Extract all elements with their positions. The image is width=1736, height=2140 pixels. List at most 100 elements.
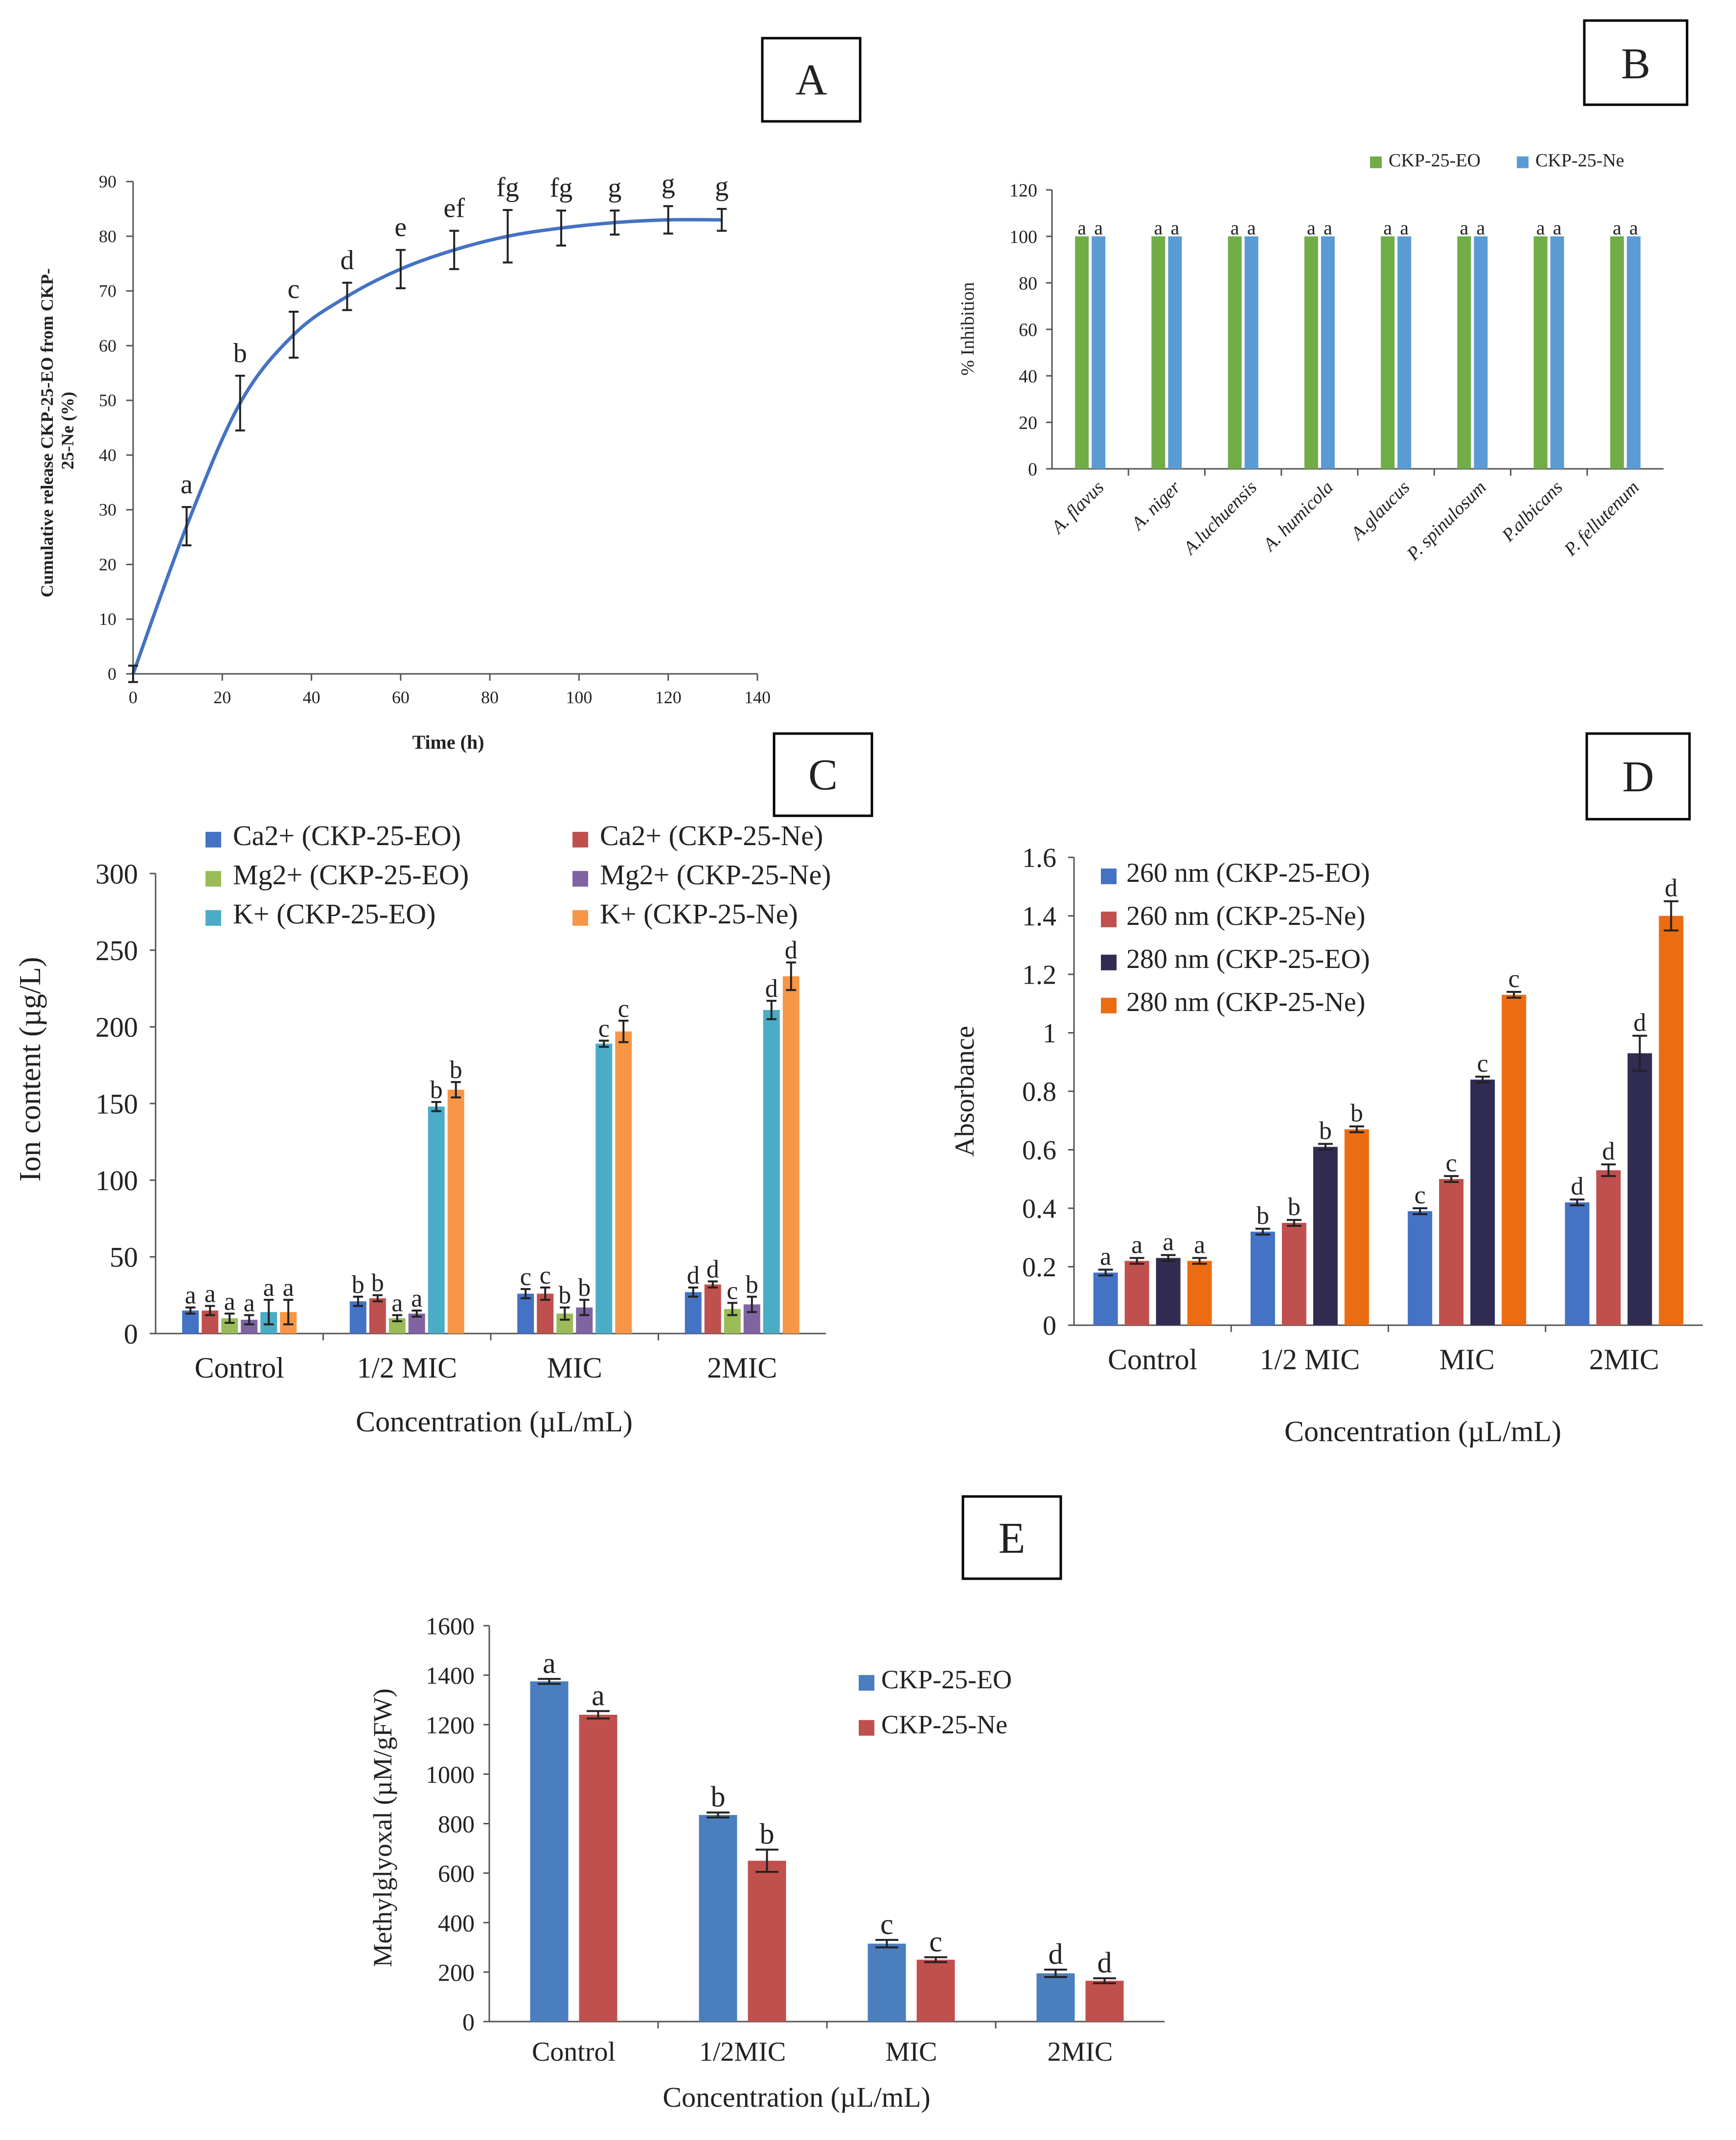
panel-e-significance-letter: c — [880, 1908, 893, 1940]
panel-d-bar — [1313, 1147, 1338, 1325]
panel-d-bar — [1093, 1272, 1118, 1325]
panel-a-y-tick-label: 90 — [99, 172, 116, 191]
panel-b-y-tick-label: 60 — [1019, 320, 1037, 340]
panel-b-legend-swatch — [1370, 156, 1382, 168]
panel-d-legend-label: 260 nm (CKP-25-Ne) — [1126, 901, 1365, 931]
panel-e-bar — [530, 1681, 569, 2022]
panel-d-bar — [1250, 1231, 1275, 1325]
panel-d-y-tick-label: 1.2 — [1022, 960, 1056, 990]
panel-a-x-tick-label: 140 — [744, 688, 771, 707]
panel-b-category-label: A. flavus — [1047, 477, 1108, 539]
panel-d-legend-label: 280 nm (CKP-25-EO) — [1126, 944, 1370, 974]
panel-c-legend-swatch — [206, 910, 221, 926]
panel-d-significance-letter: b — [1256, 1202, 1269, 1230]
panel-e-legend-label: CKP-25-Ne — [881, 1710, 1007, 1739]
panel-c-bar — [369, 1298, 386, 1334]
panel-c-category-label: 2MIC — [707, 1352, 777, 1384]
panel-e-bar — [868, 1943, 906, 2022]
panel-d-significance-letter: d — [1602, 1137, 1615, 1165]
panel-b-bar — [1304, 236, 1318, 469]
panel-a-significance-letter: e — [394, 212, 407, 243]
panel-e-y-tick-label: 600 — [438, 1860, 475, 1887]
panel-c-significance-letter: c — [540, 1262, 551, 1289]
panel-b-bar — [1381, 236, 1395, 469]
panel-a-significance-letter: ef — [443, 193, 465, 224]
panel-a-y-tick-label: 60 — [99, 336, 116, 355]
panel-b-category-label: P.albicans — [1498, 477, 1567, 546]
panel-e-x-axis-title: Concentration (µL/mL) — [662, 2081, 930, 2113]
panel-a-significance-letter: g — [608, 173, 621, 203]
panel-b-bar — [1075, 236, 1089, 469]
panel-c-legend-swatch — [206, 871, 221, 887]
panel-b-legend-swatch — [1517, 156, 1529, 168]
panel-c-significance-letter: a — [283, 1274, 294, 1302]
panel-c-bar — [685, 1292, 702, 1334]
panel-b-category-label: A. niger — [1126, 477, 1185, 535]
panel-a-significance-letter: g — [662, 168, 675, 199]
panel-c-significance-letter: b — [558, 1282, 571, 1310]
panel-d-y-axis-title: Absorbance — [950, 1026, 980, 1156]
panel-b-significance-letter: a — [1231, 217, 1239, 239]
panel-c-bar — [763, 1010, 780, 1334]
panel-e-y-tick-label: 0 — [462, 2008, 475, 2036]
panel-b-significance-letter: a — [1536, 217, 1545, 239]
panel-b-y-tick-label: 100 — [1009, 227, 1037, 247]
panel-a-y-axis-title-line-1: Cumulative release CKP-25-EO from CKP- — [37, 268, 57, 598]
panel-d-legend-swatch — [1101, 997, 1117, 1013]
panel-e-legend-swatch — [859, 1675, 874, 1691]
panel-a-release-curve — [131, 218, 722, 675]
panel-c-bar — [704, 1284, 721, 1334]
panel-e-category-label: 2MIC — [1048, 2037, 1113, 2067]
panel-e-y-tick-label: 1200 — [426, 1711, 475, 1739]
panel-d-y-tick-label: 1.6 — [1022, 843, 1056, 874]
panel-b-bar — [1228, 236, 1242, 469]
panel-e-category-label: MIC — [886, 2037, 937, 2067]
panel-c-legend-label: K+ (CKP-25-EO) — [233, 898, 436, 930]
panel-e-label: E — [999, 1514, 1026, 1563]
panel-a-significance-letter: b — [233, 338, 247, 368]
panel-d-legend-swatch — [1101, 954, 1117, 970]
panel-d-y-tick-label: 0 — [1043, 1311, 1056, 1341]
panel-c-significance-letter: b — [578, 1274, 591, 1302]
panel-b-label: B — [1621, 40, 1650, 88]
panel-b-bar — [1533, 236, 1548, 469]
panel-d-bar — [1344, 1129, 1369, 1325]
panel-b-bar — [1151, 236, 1165, 469]
panel-c-significance-letter: b — [430, 1076, 443, 1104]
panel-c-significance-letter: a — [263, 1274, 274, 1302]
panel-b-label-box — [1583, 19, 1689, 106]
panel-e-significance-letter: a — [592, 1679, 605, 1711]
panel-c-legend-swatch — [572, 871, 588, 887]
panel-c-significance-letter: b — [450, 1056, 462, 1084]
panel-d-significance-letter: d — [1665, 874, 1677, 902]
panel-a-y-tick-label: 0 — [108, 664, 116, 684]
panel-a-x-tick-label: 120 — [655, 688, 682, 707]
panel-c-y-tick-label: 150 — [95, 1088, 138, 1120]
panel-b-significance-letter: a — [1170, 217, 1179, 239]
panel-b-significance-letter: a — [1154, 217, 1163, 239]
panel-d-category-label: 2MIC — [1589, 1343, 1659, 1376]
panel-e-y-tick-label: 1000 — [426, 1761, 475, 1788]
panel-e-y-tick-label: 200 — [438, 1958, 475, 1986]
panel-d-significance-letter: b — [1319, 1117, 1332, 1145]
panel-d-y-tick-label: 1.4 — [1022, 901, 1056, 932]
panel-d-y-tick-label: 1 — [1043, 1018, 1056, 1049]
panel-c-y-axis-title: Ion content (µg/L) — [14, 957, 47, 1181]
panel-c-legend-label: K+ (CKP-25-Ne) — [600, 898, 798, 930]
panel-c-significance-letter: d — [785, 937, 798, 965]
panel-b-significance-letter: a — [1247, 217, 1256, 239]
panel-e-significance-letter: c — [929, 1926, 942, 1958]
panel-e-legend-label: CKP-25-EO — [881, 1665, 1012, 1694]
panel-c-significance-letter: a — [244, 1289, 255, 1317]
panel-b-bar — [1550, 236, 1564, 469]
panel-b-significance-letter: a — [1383, 217, 1392, 239]
panel-d-significance-letter: c — [1446, 1149, 1457, 1177]
panel-d-bar — [1408, 1211, 1433, 1325]
panel-b-y-tick-label: 120 — [1009, 180, 1037, 201]
panel-a-y-tick-label: 40 — [99, 445, 116, 465]
panel-d-bar — [1659, 916, 1684, 1325]
panel-c-significance-letter: b — [352, 1271, 365, 1299]
